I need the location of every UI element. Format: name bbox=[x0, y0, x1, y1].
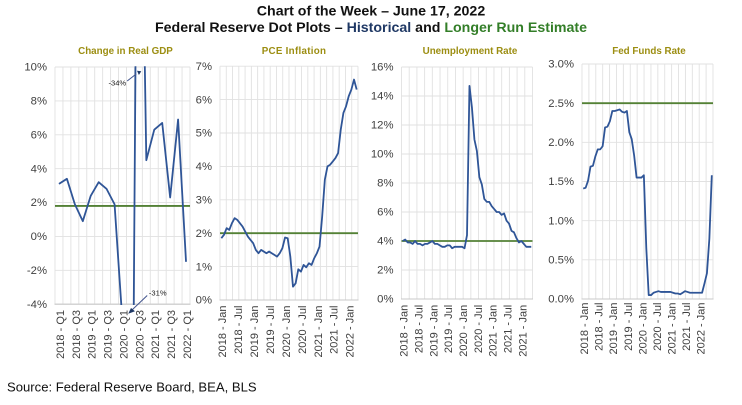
svg-text:2019 - Jul: 2019 - Jul bbox=[623, 303, 635, 351]
svg-text:Unemployment Rate: Unemployment Rate bbox=[423, 46, 518, 57]
svg-text:1.5%: 1.5% bbox=[548, 176, 574, 188]
svg-text:Change in Real GDP: Change in Real GDP bbox=[78, 46, 173, 57]
svg-text:16%: 16% bbox=[371, 62, 394, 74]
svg-text:7%: 7% bbox=[196, 61, 212, 73]
svg-text:2019 - Q1: 2019 - Q1 bbox=[87, 310, 99, 359]
svg-text:2022 - Jan: 2022 - Jan bbox=[696, 303, 708, 355]
svg-text:PCE Inflation: PCE Inflation bbox=[262, 46, 327, 57]
svg-text:2021 - Jul: 2021 - Jul bbox=[502, 305, 514, 353]
svg-text:0.5%: 0.5% bbox=[548, 255, 574, 267]
svg-text:12%: 12% bbox=[371, 120, 394, 132]
svg-text:2%: 2% bbox=[196, 228, 212, 240]
svg-text:2022 - Q1: 2022 - Q1 bbox=[182, 310, 194, 359]
svg-text:2018 - Jul: 2018 - Jul bbox=[233, 306, 245, 354]
svg-text:0%: 0% bbox=[31, 231, 47, 243]
svg-text:2018 - Jul: 2018 - Jul bbox=[413, 305, 425, 353]
svg-text:2019 - Jan: 2019 - Jan bbox=[428, 305, 440, 357]
svg-text:Fed Funds Rate: Fed Funds Rate bbox=[612, 46, 686, 57]
svg-text:2%: 2% bbox=[377, 265, 393, 277]
svg-text:5%: 5% bbox=[196, 128, 212, 140]
svg-text:2.5%: 2.5% bbox=[548, 98, 574, 110]
svg-text:2021 - Jan: 2021 - Jan bbox=[666, 303, 678, 355]
svg-text:0%: 0% bbox=[377, 294, 393, 306]
svg-text:2021 - Jul: 2021 - Jul bbox=[329, 306, 341, 354]
svg-text:6%: 6% bbox=[196, 94, 212, 106]
svg-text:2021 - Q1: 2021 - Q1 bbox=[150, 310, 162, 359]
svg-text:2020 - Jul: 2020 - Jul bbox=[297, 306, 309, 354]
svg-text:Source: Federal Reserve Board,: Source: Federal Reserve Board, BEA, BLS bbox=[7, 379, 257, 394]
svg-text:2020 - Jul: 2020 - Jul bbox=[652, 303, 664, 351]
svg-text:2021 - Jul: 2021 - Jul bbox=[681, 303, 693, 351]
svg-text:2018 - Q1: 2018 - Q1 bbox=[55, 310, 67, 359]
svg-text:8%: 8% bbox=[377, 178, 393, 190]
svg-text:-2%: -2% bbox=[27, 265, 47, 277]
svg-text:Federal Reserve Dot Plots – Hi: Federal Reserve Dot Plots – Historical a… bbox=[155, 20, 587, 36]
svg-text:8%: 8% bbox=[31, 96, 47, 108]
svg-text:2020 - Jan: 2020 - Jan bbox=[637, 303, 649, 355]
svg-text:3.0%: 3.0% bbox=[548, 59, 574, 71]
svg-text:4%: 4% bbox=[31, 163, 47, 175]
svg-text:2018 - Jul: 2018 - Jul bbox=[594, 303, 606, 351]
svg-text:2020 - Jan: 2020 - Jan bbox=[281, 306, 293, 358]
svg-text:-31%: -31% bbox=[149, 288, 167, 297]
svg-text:2019 - Jan: 2019 - Jan bbox=[608, 303, 620, 355]
svg-text:2020 - Jul: 2020 - Jul bbox=[473, 305, 485, 353]
svg-text:-4%: -4% bbox=[27, 299, 47, 311]
svg-text:6%: 6% bbox=[377, 207, 393, 219]
svg-text:2018 - Jan: 2018 - Jan bbox=[399, 305, 411, 357]
svg-text:2018 - Jan: 2018 - Jan bbox=[579, 303, 591, 355]
svg-text:2019 - Jan: 2019 - Jan bbox=[249, 306, 261, 358]
svg-text:2019 - Jul: 2019 - Jul bbox=[265, 306, 277, 354]
svg-text:2019 - Jul: 2019 - Jul bbox=[443, 305, 455, 353]
svg-text:2019 - Q3: 2019 - Q3 bbox=[103, 310, 115, 359]
svg-text:2021 - Jan: 2021 - Jan bbox=[313, 306, 325, 358]
svg-text:2020 - Jan: 2020 - Jan bbox=[458, 305, 470, 357]
svg-text:3%: 3% bbox=[196, 195, 212, 207]
svg-text:2022 - Jan: 2022 - Jan bbox=[345, 306, 357, 358]
svg-text:10%: 10% bbox=[371, 149, 394, 161]
svg-text:2020 - Q1: 2020 - Q1 bbox=[118, 310, 130, 359]
svg-text:-34%: -34% bbox=[108, 79, 126, 88]
svg-text:1.0%: 1.0% bbox=[548, 215, 574, 227]
svg-text:2018 - Q3: 2018 - Q3 bbox=[71, 310, 83, 359]
svg-text:4%: 4% bbox=[377, 236, 393, 248]
svg-text:6%: 6% bbox=[31, 130, 47, 142]
svg-text:14%: 14% bbox=[371, 91, 394, 103]
svg-text:2%: 2% bbox=[31, 197, 47, 209]
svg-text:2021 - Jan: 2021 - Jan bbox=[488, 305, 500, 357]
svg-text:0%: 0% bbox=[196, 295, 212, 307]
svg-text:2018 - Jan: 2018 - Jan bbox=[217, 306, 229, 358]
svg-text:1%: 1% bbox=[196, 261, 212, 273]
svg-text:2021 - Q3: 2021 - Q3 bbox=[166, 310, 178, 359]
svg-text:2.0%: 2.0% bbox=[548, 137, 574, 149]
svg-text:2021 - Jan: 2021 - Jan bbox=[517, 305, 529, 357]
svg-text:10%: 10% bbox=[24, 62, 47, 74]
svg-text:4%: 4% bbox=[196, 161, 212, 173]
svg-text:Chart of the Week – June 17, 2: Chart of the Week – June 17, 2022 bbox=[257, 3, 486, 19]
svg-text:2020 - Q3: 2020 - Q3 bbox=[134, 310, 146, 359]
svg-text:0.0%: 0.0% bbox=[548, 294, 574, 306]
